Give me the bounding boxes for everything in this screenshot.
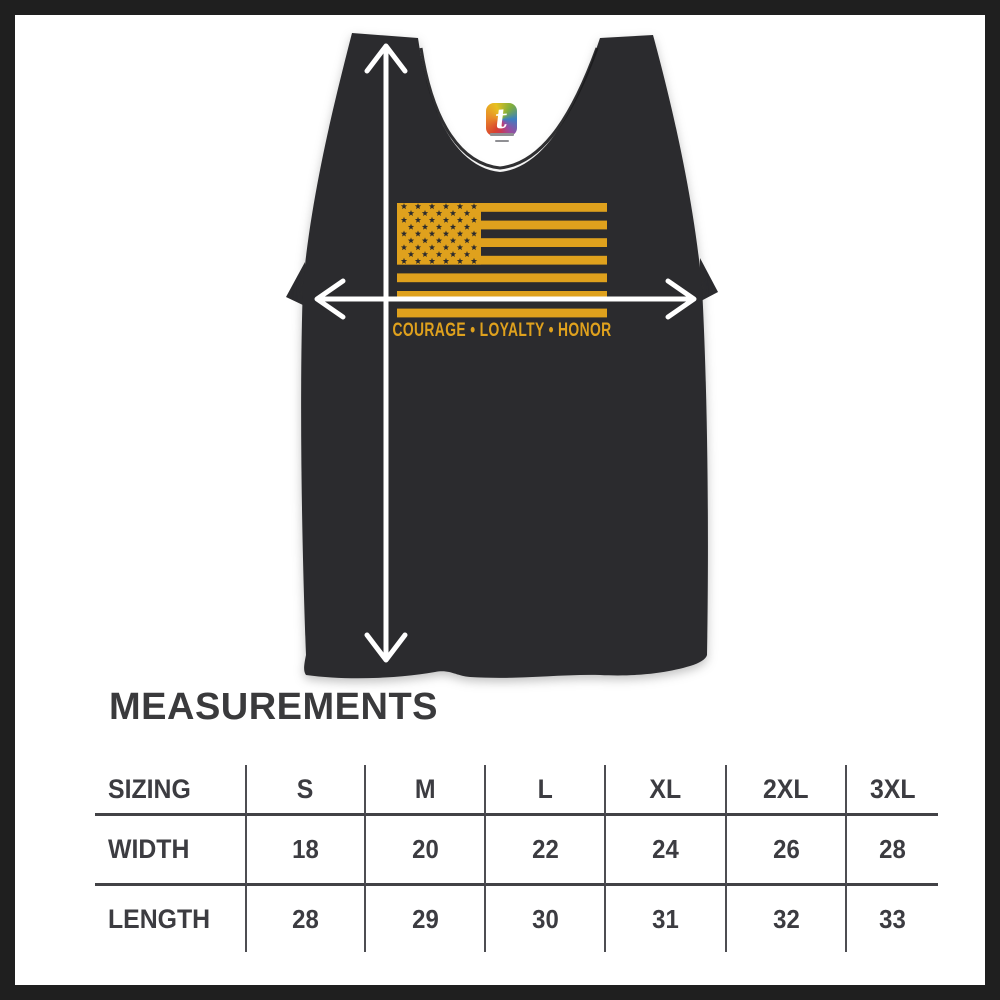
flag-star <box>456 216 464 223</box>
size-table-value-cell: 32 <box>727 886 847 952</box>
flag-star <box>428 257 436 264</box>
size-table-value-cell: 28 <box>847 816 938 886</box>
flag-star <box>449 237 457 244</box>
flag-star <box>463 223 471 230</box>
size-table-row-label: LENGTH <box>95 886 247 952</box>
flag-stripe <box>397 238 607 247</box>
flag-star <box>442 230 450 237</box>
flag-star <box>400 257 408 264</box>
size-table-value-cell: 20 <box>366 816 486 886</box>
tank-top-body <box>301 33 708 679</box>
flag-star <box>470 203 478 210</box>
brand-logo: t <box>486 103 517 136</box>
brand-logo-letter: t <box>494 103 509 136</box>
flag-star <box>470 244 478 251</box>
flag-star <box>449 251 457 257</box>
flag-star <box>421 209 429 216</box>
flag-stripe <box>397 291 607 300</box>
flag-stripe <box>397 220 607 230</box>
size-table-header-cell: S <box>247 765 366 816</box>
size-table-header-cell: 2XL <box>727 765 847 816</box>
flag-star <box>421 237 429 244</box>
flag-star <box>435 251 443 257</box>
flag-stripe <box>397 273 607 283</box>
size-table-value-cell: 31 <box>606 886 727 952</box>
size-table-value-cell: 30 <box>486 886 606 952</box>
flag-star <box>407 209 415 216</box>
flag-stripe <box>397 203 607 212</box>
flag-star <box>470 230 478 237</box>
size-table-row-label: WIDTH <box>95 816 247 886</box>
left-armpit-flap <box>286 262 305 306</box>
size-table-header-cell: M <box>366 765 486 816</box>
flag-star <box>442 203 450 210</box>
size-table-value-cell: 29 <box>366 886 486 952</box>
width-arrow <box>314 278 697 320</box>
flag-star <box>470 216 478 223</box>
flag-stripe <box>397 308 607 318</box>
flag-star <box>414 230 422 237</box>
flag-star <box>421 251 429 257</box>
size-table-value-cell: 24 <box>606 816 727 886</box>
flag-star <box>435 237 443 244</box>
size-table-header-cell: L <box>486 765 606 816</box>
size-table-value-cell: 33 <box>879 903 906 934</box>
flag-star <box>442 257 450 264</box>
flag-star <box>421 223 429 230</box>
size-table-header-cell: 3XL <box>847 765 938 816</box>
flag-star <box>414 257 422 264</box>
length-arrow <box>364 43 408 663</box>
flag-star <box>435 223 443 230</box>
slogan-text: COURAGE • LOYALTY • HONOR <box>393 320 612 341</box>
flag-star <box>456 257 464 264</box>
size-table-value-cell: 26 <box>727 816 847 886</box>
flag-star <box>400 203 408 210</box>
right-armpit-flap <box>699 258 718 302</box>
size-table-value-cell: 28 <box>247 886 366 952</box>
tank-top-graphic: COURAGE • LOYALTY • HONOR <box>286 33 718 679</box>
flag-star <box>414 244 422 251</box>
flag-star <box>400 230 408 237</box>
flag-star <box>442 244 450 251</box>
flag-star <box>470 257 478 264</box>
flag-star <box>414 203 422 210</box>
us-flag-print <box>397 203 607 318</box>
flag-star <box>428 230 436 237</box>
flag-star <box>463 209 471 216</box>
flag-star <box>407 251 415 257</box>
size-table-header-cell: XL <box>606 765 727 816</box>
neckline-seam <box>419 47 599 170</box>
flag-star <box>400 216 408 223</box>
flag-star <box>400 244 408 251</box>
flag-star <box>463 237 471 244</box>
tank-top <box>286 33 718 679</box>
brand-tag-text-line <box>490 133 514 136</box>
flag-star <box>428 244 436 251</box>
flag-star <box>414 216 422 223</box>
flag-star <box>449 209 457 216</box>
size-table-value-cell: 22 <box>486 816 606 886</box>
flag-star <box>456 244 464 251</box>
brand-tag-text-line <box>495 140 509 142</box>
measurements-heading: MEASUREMENTS <box>109 686 439 728</box>
flag-star <box>428 203 436 210</box>
flag-star <box>428 216 436 223</box>
flag-star <box>456 230 464 237</box>
flag-star <box>442 216 450 223</box>
flag-stripe <box>397 255 607 265</box>
size-table: SIZING S M L XL 2XL 3XL WIDTH 18 20 22 24 26 28 LENGTH… <box>95 765 938 952</box>
size-table-header-cell: SIZING <box>95 765 247 816</box>
size-table-value-cell: 18 <box>247 816 366 886</box>
flag-star <box>407 237 415 244</box>
flag-star <box>463 251 471 257</box>
flag-star <box>456 203 464 210</box>
flag-star <box>435 209 443 216</box>
flag-star <box>407 223 415 230</box>
flag-star <box>449 223 457 230</box>
